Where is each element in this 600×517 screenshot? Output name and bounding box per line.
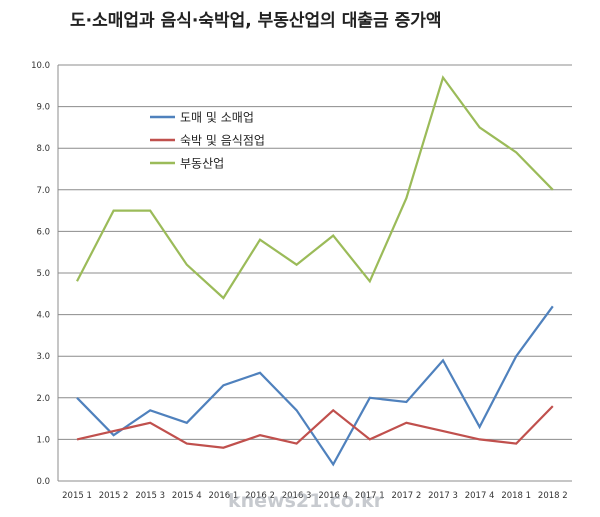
x-tick-label: 2018 2 xyxy=(538,491,568,501)
legend-label: 도매 및 소매업 xyxy=(180,111,254,125)
x-tick-label: 2015 3 xyxy=(135,491,165,501)
y-tick-label: 0.0 xyxy=(36,477,50,487)
series-line-1 xyxy=(76,405,554,449)
x-tick-label: 2015 2 xyxy=(99,491,129,501)
chart-title: 도·소매업과 음식·숙박업, 부동산업의 대출금 증가액 xyxy=(70,11,442,31)
y-tick-label: 9.0 xyxy=(36,103,50,113)
y-tick-label: 8.0 xyxy=(36,144,50,154)
x-tick-label: 2017 4 xyxy=(465,491,495,501)
y-tick-label: 10.0 xyxy=(31,61,50,71)
watermark: knews21.co.kr xyxy=(228,490,384,512)
y-axis-ticks: 0.0 1.0 2.0 3.0 4.0 5.0 6.0 7.0 8.0 9.0 10.0 xyxy=(31,61,50,487)
x-tick-label: 2016 2 xyxy=(245,491,275,501)
x-tick-label: 2015 1 xyxy=(62,491,92,501)
x-tick-label: 2017 2 xyxy=(392,491,422,501)
x-tick-label: 2017 3 xyxy=(428,491,458,501)
y-tick-label: 1.0 xyxy=(36,435,50,445)
series-line-0 xyxy=(76,305,554,467)
x-tick-label: 2018 1 xyxy=(501,491,531,501)
series-line-2 xyxy=(76,75,554,300)
legend-label: 숙박 및 음식점업 xyxy=(180,134,265,148)
grid-lines xyxy=(57,64,572,482)
legend-label: 부동산업 xyxy=(180,157,224,171)
x-tick-label: 2016 1 xyxy=(209,491,239,501)
y-tick-label: 4.0 xyxy=(36,311,50,321)
y-tick-label: 7.0 xyxy=(36,186,50,196)
y-tick-label: 6.0 xyxy=(36,227,50,237)
x-tick-label: 2016 3 xyxy=(282,491,312,501)
series-lines xyxy=(76,75,554,467)
y-tick-label: 2.0 xyxy=(36,394,50,404)
x-axis-ticks: 2015 1 2015 2 2015 3 2015 4 2016 1 2016 2 2016… xyxy=(62,491,568,501)
x-tick-label: 2016 4 xyxy=(318,491,348,501)
y-tick-label: 3.0 xyxy=(36,352,50,362)
y-tick-label: 5.0 xyxy=(36,269,50,279)
x-tick-label: 2015 4 xyxy=(172,491,202,501)
x-tick-label: 2017 1 xyxy=(355,491,385,501)
